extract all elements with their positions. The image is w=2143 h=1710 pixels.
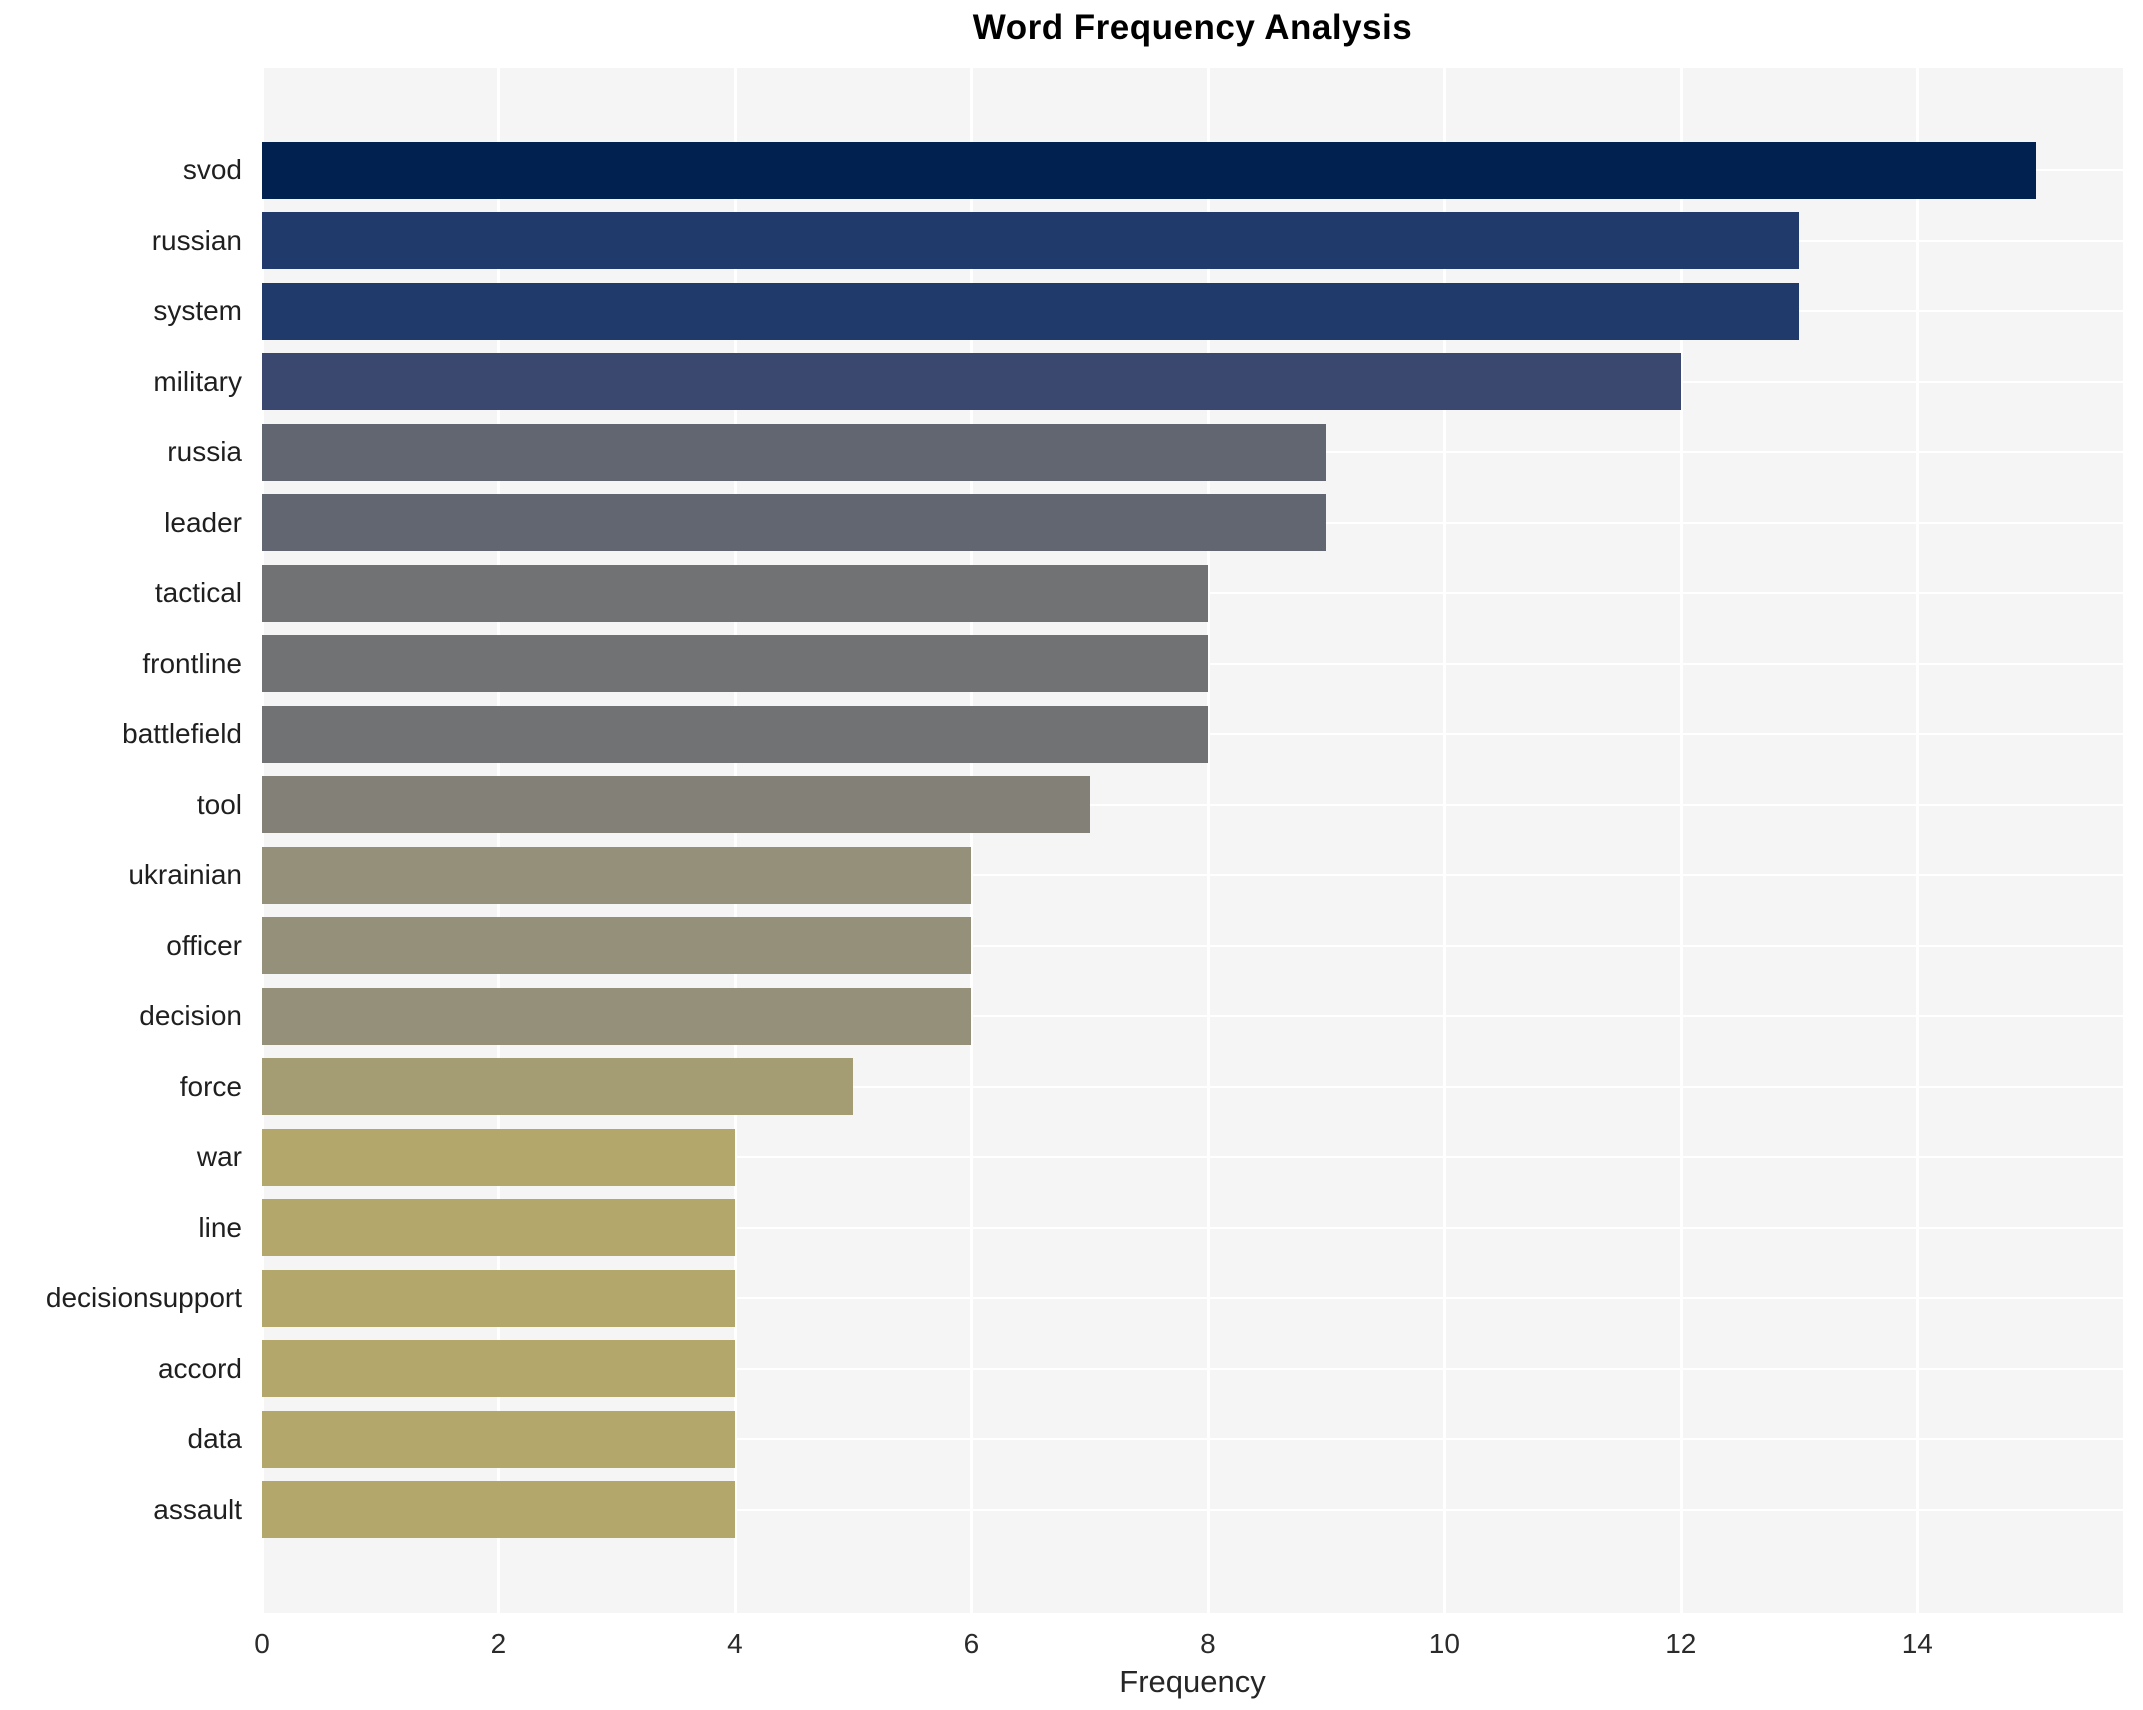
category-label: tactical: [154, 577, 242, 608]
horizontal-gridline: [262, 874, 2123, 876]
bar: [262, 987, 972, 1045]
category-label: decision: [139, 1000, 242, 1031]
category-label: war: [196, 1141, 242, 1172]
category-label: tool: [196, 788, 242, 820]
vertical-gridline: [733, 68, 737, 1613]
bar: [262, 494, 1327, 551]
x-tick-label: 4: [727, 1628, 743, 1659]
bar: [262, 1269, 735, 1327]
category-label: officer: [166, 929, 242, 961]
chart-title: Word Frequency Analysis: [972, 8, 1413, 47]
bar-row: battlefield: [0, 699, 2143, 770]
horizontal-gridline: [262, 1085, 2123, 1088]
category-label: data: [187, 1423, 243, 1454]
vertical-gridline: [261, 68, 264, 1613]
bar-row: leader: [0, 487, 2143, 558]
bar-row: data: [0, 1404, 2143, 1475]
bar: [262, 1481, 735, 1538]
horizontal-gridline: [262, 1367, 2123, 1370]
bar: [262, 564, 1208, 622]
category-label: battlefield: [122, 718, 242, 749]
bar-row: force: [0, 1051, 2143, 1122]
bar: [262, 1128, 735, 1186]
category-label: decisionsupport: [45, 1282, 242, 1313]
horizontal-gridline: [262, 944, 2123, 947]
bar-row: svod: [0, 135, 2143, 206]
bar-row: assault: [0, 1474, 2143, 1545]
bar-row: russia: [0, 417, 2143, 488]
x-tick-label: 8: [1200, 1628, 1216, 1659]
bar-rows: svod russian system military russia leader tac…: [0, 135, 2143, 1545]
bar: [262, 1340, 735, 1397]
vertical-gridline: [1206, 68, 1210, 1613]
horizontal-gridline: [262, 1438, 2123, 1440]
bar-row: system: [0, 276, 2143, 347]
vertical-gridline: [1916, 68, 1920, 1613]
bar: [262, 846, 972, 904]
horizontal-gridline: [262, 1156, 2123, 1158]
category-label: line: [198, 1211, 242, 1243]
bar-row: war: [0, 1122, 2143, 1193]
bar: [262, 212, 1800, 269]
bar-row: military: [0, 346, 2143, 417]
x-tick-label: 2: [490, 1628, 507, 1659]
bar: [262, 1199, 735, 1256]
vertical-gridline: [1679, 68, 1683, 1613]
bar: [262, 1410, 735, 1468]
x-tick-label: 6: [963, 1628, 980, 1659]
bar: [262, 1058, 854, 1115]
x-tick-label: 14: [1901, 1628, 1933, 1659]
category-label: system: [153, 295, 242, 326]
x-tick-label: 10: [1428, 1628, 1460, 1659]
bar-row: tactical: [0, 558, 2143, 629]
bar: [262, 776, 1090, 833]
category-label: ukrainian: [128, 859, 242, 890]
bar-row: line: [0, 1192, 2143, 1263]
category-label: svod: [182, 154, 242, 185]
horizontal-gridline: [262, 1226, 2123, 1229]
bar: [262, 282, 1800, 340]
bar-row: tool: [0, 769, 2143, 840]
category-label: frontline: [142, 647, 242, 679]
category-label: leader: [164, 506, 242, 538]
category-label: russian: [151, 224, 242, 256]
bar: [262, 705, 1208, 763]
vertical-gridline: [1443, 68, 1447, 1613]
horizontal-gridline: [262, 1015, 2123, 1017]
bar: [262, 353, 1681, 410]
bar: [262, 423, 1327, 481]
vertical-gridline: [497, 68, 501, 1613]
horizontal-gridline: [262, 803, 2123, 806]
category-label: assault: [153, 1493, 242, 1525]
category-label: military: [153, 365, 242, 397]
bar-row: decisionsupport: [0, 1263, 2143, 1334]
bar: [262, 141, 2036, 199]
horizontal-gridline: [262, 1297, 2123, 1299]
category-label: russia: [167, 436, 242, 467]
x-tick-label: 12: [1665, 1628, 1697, 1659]
bar-row: frontline: [0, 628, 2143, 699]
bar-row: decision: [0, 981, 2143, 1052]
vertical-gridline: [970, 68, 974, 1613]
bar: [262, 917, 972, 974]
bar-row: officer: [0, 910, 2143, 981]
x-tick-label: 0: [254, 1628, 270, 1659]
bar-row: accord: [0, 1333, 2143, 1404]
x-axis-label: Frequency: [1119, 1664, 1266, 1699]
bar-row: ukrainian: [0, 840, 2143, 911]
bar-row: russian: [0, 205, 2143, 276]
bar: [262, 635, 1208, 692]
category-label: accord: [157, 1352, 242, 1384]
horizontal-gridline: [262, 1508, 2123, 1511]
category-label: force: [179, 1070, 242, 1102]
